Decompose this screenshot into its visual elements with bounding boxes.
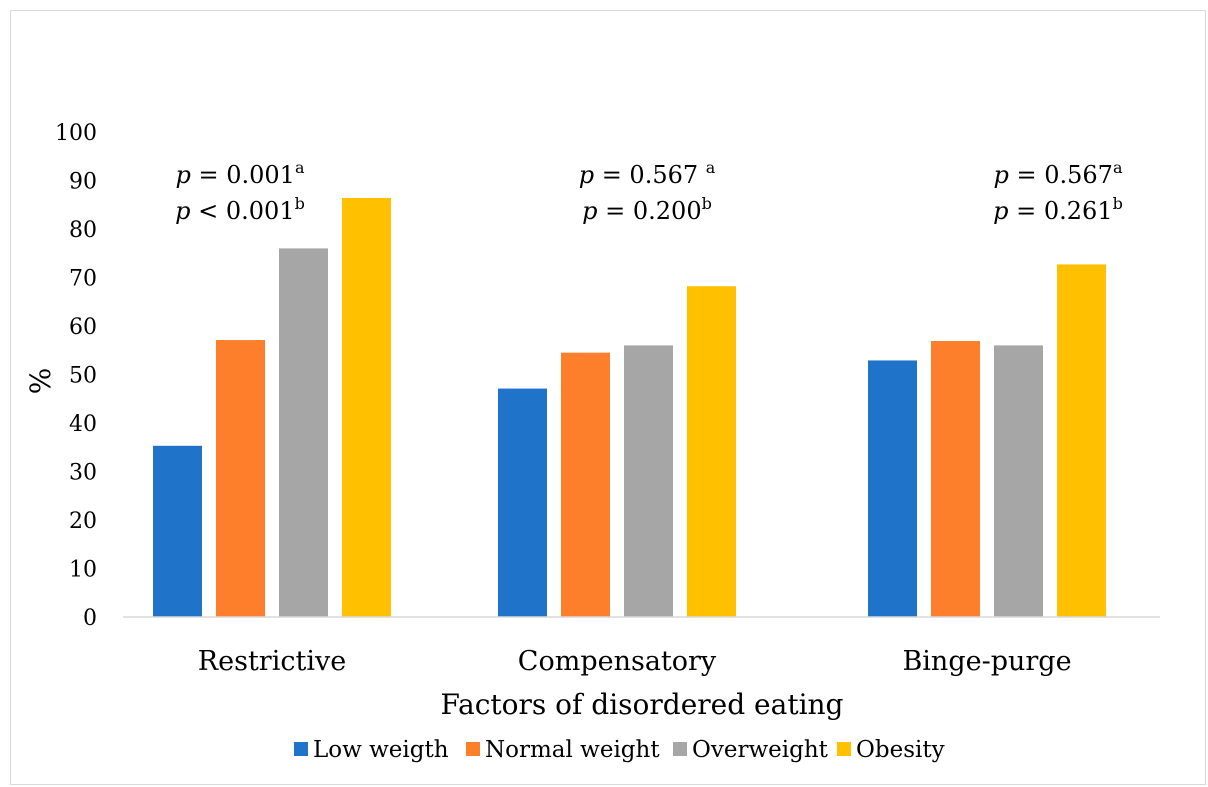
bar-normal-weight-binge-purge xyxy=(931,341,980,617)
x-tick-label: Binge-purge xyxy=(902,646,1071,677)
y-axis: 0 10 20 30 40 50 60 70 80 90 100 xyxy=(55,121,97,631)
bar-low-weigth-compensatory xyxy=(498,388,547,617)
y-tick-label: 50 xyxy=(69,364,97,389)
y-tick-label: 10 xyxy=(69,558,97,583)
p-value-annotation: p < 0.001b xyxy=(175,194,305,225)
y-tick-label: 90 xyxy=(69,170,97,195)
bars xyxy=(153,197,1106,617)
x-axis: Restrictive Compensatory Binge-purge xyxy=(198,646,1072,677)
p-value-annotations: p = 0.001a p < 0.001b p = 0.567 a p = 0.200… xyxy=(175,158,1123,225)
bar-low-weigth-binge-purge xyxy=(868,360,917,617)
legend-label: Overweight xyxy=(692,737,829,763)
bar-overweight-binge-purge xyxy=(994,345,1043,617)
y-tick-label: 30 xyxy=(69,461,97,486)
bar-overweight-restrictive xyxy=(279,248,328,617)
bar-obesity-restrictive xyxy=(342,197,391,617)
y-tick-label: 0 xyxy=(83,606,97,631)
legend-swatch xyxy=(837,742,851,756)
x-axis-title: Factors of disordered eating xyxy=(441,688,844,721)
y-tick-label: 80 xyxy=(69,218,97,243)
p-value-annotation: p = 0.567a xyxy=(994,158,1123,189)
bar-normal-weight-restrictive xyxy=(216,340,265,617)
y-tick-label: 100 xyxy=(55,121,97,146)
legend-item: Low weigth xyxy=(294,737,449,763)
bar-overweight-compensatory xyxy=(624,345,673,617)
y-tick-label: 60 xyxy=(69,315,97,340)
bar-normal-weight-compensatory xyxy=(561,352,610,617)
legend-item: Obesity xyxy=(837,737,945,763)
legend-swatch xyxy=(294,742,308,756)
bar-low-weigth-restrictive xyxy=(153,445,202,617)
x-tick-label: Compensatory xyxy=(518,646,717,677)
legend-label: Low weigth xyxy=(313,737,449,763)
bar-obesity-compensatory xyxy=(687,286,736,617)
y-tick-label: 40 xyxy=(69,412,97,437)
legend-swatch xyxy=(466,742,480,756)
legend-label: Obesity xyxy=(856,737,945,763)
legend-item: Normal weight xyxy=(466,737,660,763)
legend-item: Overweight xyxy=(673,737,829,763)
p-value-annotation: p = 0.001a xyxy=(176,158,305,189)
y-tick-label: 20 xyxy=(69,509,97,534)
p-value-annotation: p = 0.200b xyxy=(582,194,712,225)
y-tick-label: 70 xyxy=(69,267,97,292)
legend: Low weigth Normal weight Overweight Obesity xyxy=(294,737,945,763)
x-tick-label: Restrictive xyxy=(198,646,346,677)
y-axis-title: % xyxy=(24,368,57,395)
p-value-annotation: p = 0.261b xyxy=(993,194,1123,225)
p-value-annotation: p = 0.567 a xyxy=(579,158,716,189)
legend-swatch xyxy=(673,742,687,756)
legend-label: Normal weight xyxy=(485,737,660,763)
bar-obesity-binge-purge xyxy=(1057,264,1106,617)
